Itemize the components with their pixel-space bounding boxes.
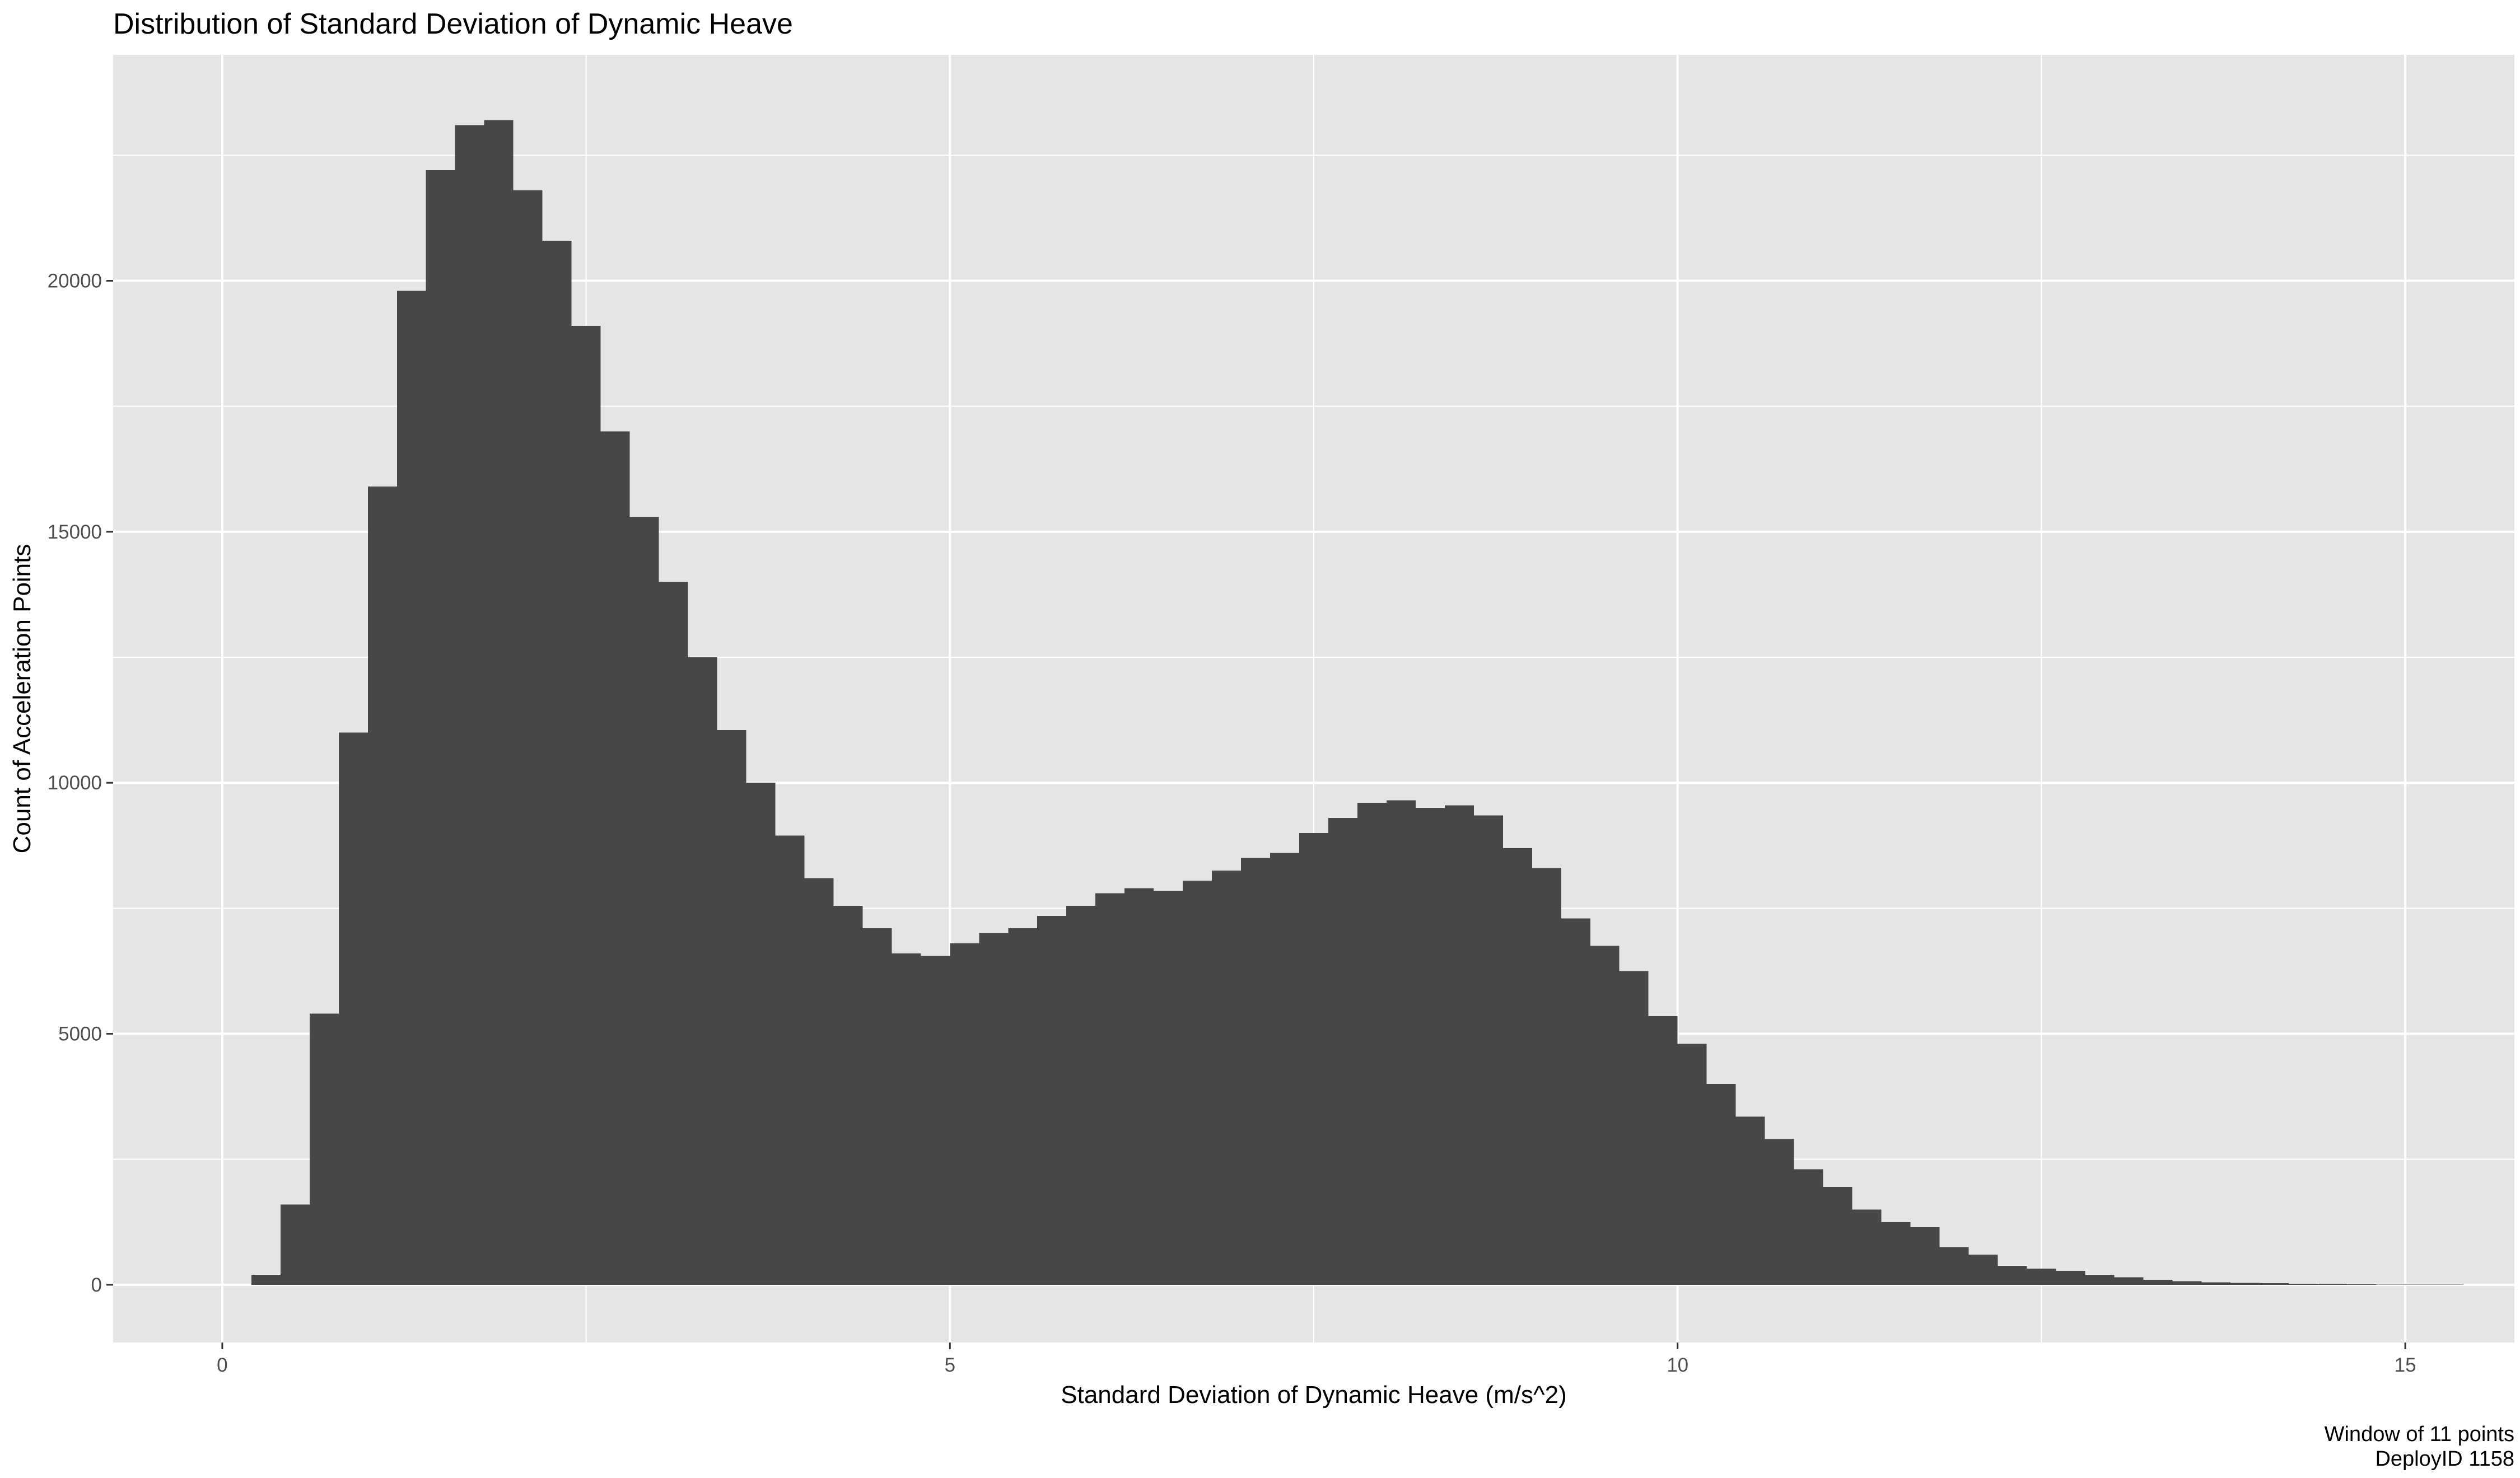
histogram-bar xyxy=(251,1274,281,1285)
histogram-bar xyxy=(1910,1227,1940,1285)
histogram-bar xyxy=(2289,1284,2318,1285)
histogram-bar xyxy=(2114,1277,2144,1285)
histogram-bar xyxy=(746,783,776,1285)
caption-window: Window of 11 points xyxy=(2325,1423,2514,1446)
histogram-bar xyxy=(1590,946,1620,1285)
histogram-bar xyxy=(1677,1044,1707,1285)
histogram-bar xyxy=(309,1013,339,1285)
histogram-bar xyxy=(1008,928,1038,1285)
histogram-bar xyxy=(950,943,979,1285)
x-tick-label: 0 xyxy=(217,1354,227,1376)
histogram-bar xyxy=(979,933,1009,1285)
x-axis-title: Standard Deviation of Dynamic Heave (m/s… xyxy=(1061,1381,1566,1409)
histogram-bar xyxy=(1241,858,1271,1285)
histogram-bar xyxy=(1794,1169,1823,1285)
histogram-bar xyxy=(717,730,746,1285)
histogram-bar xyxy=(396,291,426,1285)
histogram-bar xyxy=(1270,853,1300,1285)
histogram-bar xyxy=(2056,1270,2085,1285)
histogram-bar xyxy=(1852,1209,1882,1285)
histogram-bar xyxy=(1706,1084,1736,1285)
histogram-bar xyxy=(1299,832,1328,1285)
histogram-bar xyxy=(1066,905,1096,1285)
histogram-bar xyxy=(659,582,688,1285)
histogram-bar xyxy=(1735,1116,1765,1285)
y-axis: 0 5000 10000 15000 20000 xyxy=(48,270,113,1296)
histogram-bar xyxy=(513,190,543,1285)
histogram-bar xyxy=(2085,1274,2115,1285)
histogram-bar xyxy=(1386,800,1416,1285)
histogram-bar xyxy=(571,326,601,1285)
histogram-bar xyxy=(921,956,950,1285)
histogram-bar xyxy=(1968,1255,1998,1285)
histogram-bar xyxy=(1212,871,1242,1285)
histogram-bar xyxy=(1619,971,1649,1285)
histogram-bar xyxy=(426,170,455,1285)
histogram-bar xyxy=(367,487,397,1285)
y-tick-label: 15000 xyxy=(48,521,102,543)
histogram-bar xyxy=(1154,890,1183,1285)
histogram-bar xyxy=(2172,1281,2202,1285)
histogram-bar xyxy=(1765,1139,1794,1285)
histogram-bar xyxy=(1357,803,1387,1285)
histogram-bar xyxy=(484,120,514,1285)
x-tick-label: 10 xyxy=(1667,1354,1688,1376)
histogram-bar xyxy=(892,953,921,1285)
y-tick-label: 5000 xyxy=(58,1023,102,1045)
chart-title: Distribution of Standard Deviation of Dy… xyxy=(113,8,793,40)
histogram-bar xyxy=(1648,1016,1678,1285)
histogram-bar xyxy=(833,905,863,1285)
histogram-bar xyxy=(1415,808,1445,1285)
histogram-bar xyxy=(1444,805,1474,1285)
histogram-bar xyxy=(455,125,484,1285)
histogram-bar xyxy=(1183,881,1212,1285)
histogram-bar xyxy=(1328,817,1357,1285)
histogram-bar xyxy=(2318,1284,2348,1285)
histogram-bar xyxy=(862,928,892,1285)
histogram-bar xyxy=(1473,815,1503,1285)
x-axis: 0 5 10 15 xyxy=(217,1343,2416,1376)
histogram-bar xyxy=(1124,888,1154,1285)
histogram-bar xyxy=(1532,868,1561,1285)
y-tick-label: 20000 xyxy=(48,270,102,292)
histogram-bar xyxy=(804,878,834,1285)
histogram-bar xyxy=(2027,1269,2056,1285)
histogram-bar xyxy=(688,657,717,1285)
histogram-bar xyxy=(1881,1222,1911,1285)
histogram-bar xyxy=(338,732,368,1285)
histogram-bars xyxy=(251,120,2464,1285)
histogram-bar xyxy=(1939,1247,1969,1285)
histogram-bar xyxy=(1561,918,1590,1285)
histogram-bar xyxy=(2260,1283,2289,1285)
histogram-bar xyxy=(1095,893,1125,1285)
histogram-bar xyxy=(542,240,572,1285)
histogram-bar xyxy=(2230,1283,2260,1285)
histogram-bar xyxy=(2201,1282,2231,1285)
histogram-bar xyxy=(1502,848,1532,1285)
y-tick-label: 0 xyxy=(91,1274,102,1296)
x-tick-label: 15 xyxy=(2395,1354,2416,1376)
y-axis-title: Count of Acceleration Points xyxy=(8,544,36,854)
histogram-bar xyxy=(280,1204,310,1285)
histogram-bar xyxy=(600,431,630,1285)
histogram-bar xyxy=(1998,1265,2027,1285)
histogram-bar xyxy=(629,516,659,1285)
histogram-bar xyxy=(2143,1279,2173,1285)
histogram-bar xyxy=(775,835,805,1285)
histogram-bar xyxy=(1823,1187,1852,1285)
histogram-bar xyxy=(2347,1284,2377,1285)
histogram-bar xyxy=(1037,915,1067,1285)
caption-deploy-id: DeployID 1158 xyxy=(2375,1447,2514,1471)
y-tick-label: 10000 xyxy=(48,772,102,794)
x-tick-label: 5 xyxy=(945,1354,955,1376)
